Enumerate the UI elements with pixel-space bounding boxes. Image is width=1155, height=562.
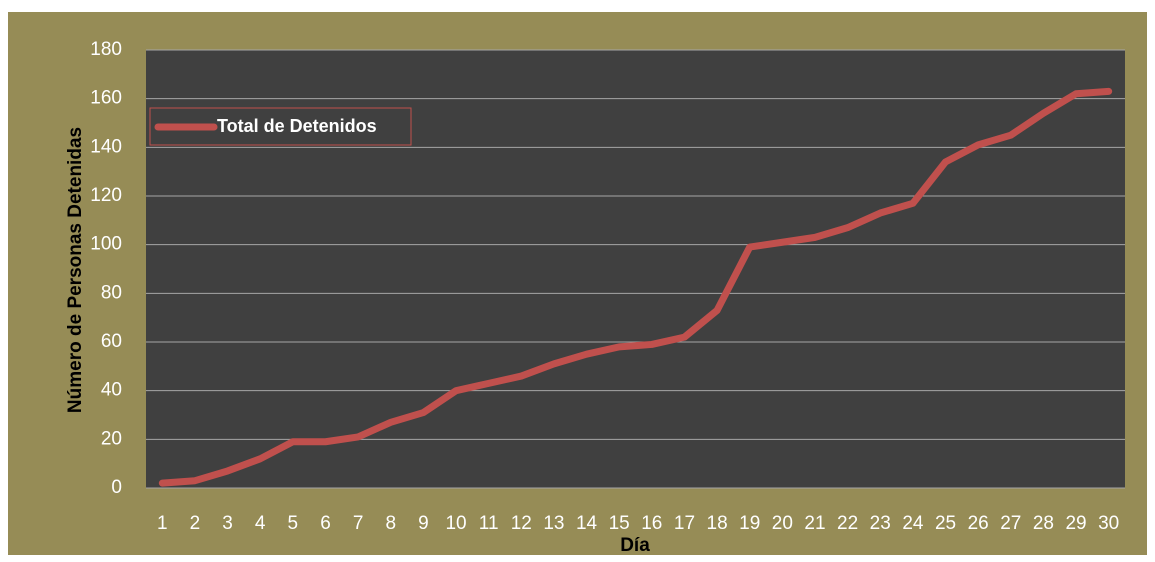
x-axis-label: Día xyxy=(620,535,650,556)
plot-area xyxy=(146,50,1125,488)
y-tick-label: 20 xyxy=(101,428,122,449)
x-tick-label: 17 xyxy=(674,513,695,534)
x-tick-label: 10 xyxy=(445,513,466,534)
x-tick-label: 21 xyxy=(804,513,825,534)
x-tick-label: 9 xyxy=(418,513,429,534)
y-tick-label: 60 xyxy=(101,331,122,352)
x-tick-label: 24 xyxy=(902,513,924,534)
y-tick-label: 0 xyxy=(111,477,122,498)
data-line xyxy=(158,87,1113,487)
y-tick-label: 120 xyxy=(90,185,122,206)
x-tick-label: 6 xyxy=(320,513,331,534)
x-tick-label: 20 xyxy=(772,513,793,534)
y-tick-label: 180 xyxy=(90,39,122,60)
x-tick-label: 5 xyxy=(288,513,299,534)
y-tick-label: 40 xyxy=(101,380,122,401)
x-tick-label: 2 xyxy=(190,513,201,534)
legend-label: Total de Detenidos xyxy=(217,116,377,136)
x-tick-label: 1 xyxy=(157,513,168,534)
x-tick-label: 19 xyxy=(739,513,760,534)
x-tick-label: 25 xyxy=(935,513,956,534)
x-tick-label: 30 xyxy=(1098,513,1119,534)
x-tick-label: 15 xyxy=(609,513,630,534)
x-tick-label: 7 xyxy=(353,513,364,534)
x-tick-label: 8 xyxy=(385,513,396,534)
x-tick-label: 26 xyxy=(968,513,989,534)
x-tick-label: 11 xyxy=(479,513,499,534)
legend-box xyxy=(149,107,412,146)
x-tick-label: 14 xyxy=(576,513,598,534)
y-tick-label: 140 xyxy=(90,136,122,157)
x-tick-label: 12 xyxy=(511,513,532,534)
y-tick-label: 80 xyxy=(101,282,122,303)
x-tick-label: 29 xyxy=(1065,513,1086,534)
x-tick-label: 22 xyxy=(837,513,858,534)
y-axis-label: Número de Personas Detenidas xyxy=(65,127,86,413)
x-tick-label: 28 xyxy=(1033,513,1054,534)
x-tick-label: 18 xyxy=(707,513,728,534)
x-tick-label: 3 xyxy=(222,513,233,534)
x-tick-label: 13 xyxy=(543,513,564,534)
x-tick-label: 16 xyxy=(641,513,662,534)
y-tick-label: 160 xyxy=(90,88,122,109)
x-tick-label: 4 xyxy=(255,513,266,534)
x-tick-label: 23 xyxy=(870,513,891,534)
x-tick-label: 27 xyxy=(1000,513,1021,534)
y-tick-label: 100 xyxy=(90,234,122,255)
